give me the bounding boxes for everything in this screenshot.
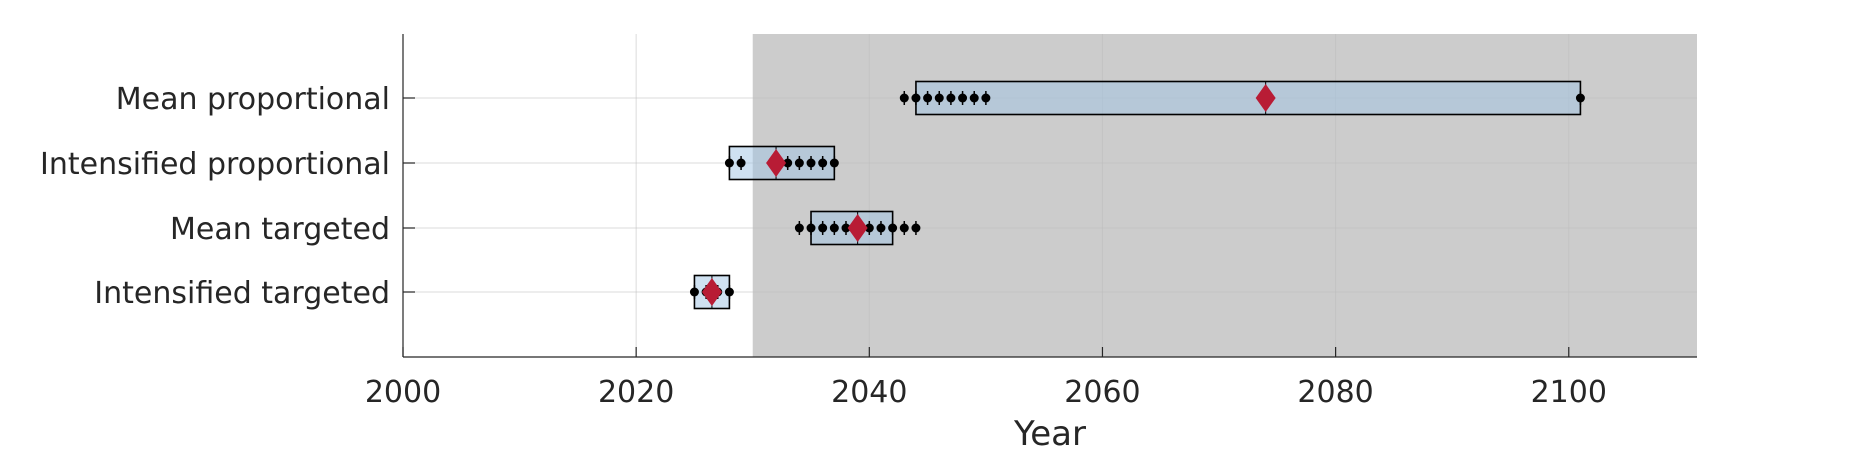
data-point — [969, 93, 979, 103]
data-point — [841, 223, 851, 233]
data-point — [689, 287, 699, 297]
data-point — [899, 223, 909, 233]
data-point — [876, 223, 886, 233]
x-tick-label: 2000 — [365, 375, 441, 410]
x-tick-label: 2040 — [831, 375, 907, 410]
data-point — [829, 223, 839, 233]
data-point — [806, 158, 816, 168]
category-label: Mean targeted — [170, 212, 390, 247]
data-point — [923, 93, 933, 103]
data-point — [818, 223, 828, 233]
data-point — [724, 287, 734, 297]
data-point — [946, 93, 956, 103]
data-point — [934, 93, 944, 103]
data-point — [829, 158, 839, 168]
data-point — [981, 93, 991, 103]
data-point — [888, 223, 898, 233]
axes — [402, 34, 1697, 358]
x-tick-label: 2080 — [1297, 375, 1373, 410]
x-tick-label: 2060 — [1064, 375, 1140, 410]
data-point — [724, 158, 734, 168]
data-point — [864, 223, 874, 233]
data-point — [794, 158, 804, 168]
data-point — [736, 158, 746, 168]
data-point — [818, 158, 828, 168]
x-tick-label: 2100 — [1531, 375, 1607, 410]
data-point — [806, 223, 816, 233]
category-label: Mean proportional — [116, 82, 390, 117]
data-point — [1575, 93, 1585, 103]
x-axis-title: Year — [1013, 414, 1086, 453]
category-label: Intensified targeted — [94, 276, 390, 311]
median-marker — [766, 149, 787, 177]
data-point — [911, 223, 921, 233]
labels: 2000 2020 2040 2060 2080 2100 Mean proportiona… — [40, 82, 1607, 410]
data-point — [899, 93, 909, 103]
data-point — [794, 223, 804, 233]
data-point — [911, 93, 921, 103]
median-markers — [701, 84, 1276, 306]
box-mean-proportional — [915, 80, 1582, 116]
median-marker — [1255, 84, 1276, 112]
x-tick-label: 2020 — [598, 375, 674, 410]
median-marker — [701, 278, 722, 306]
median-marker — [847, 214, 868, 242]
data-point — [783, 158, 793, 168]
data-point — [958, 93, 968, 103]
category-label: Intensified proportional — [40, 147, 390, 182]
